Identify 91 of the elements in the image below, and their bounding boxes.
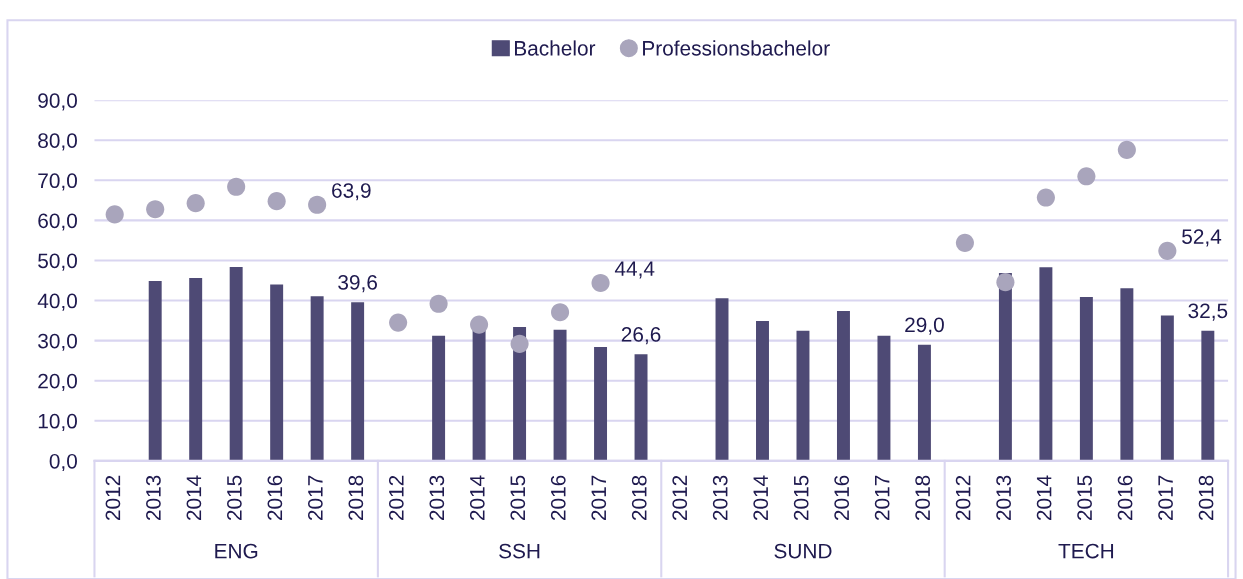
x-tick-label: 2013: [146, 475, 161, 521]
bar: [796, 330, 810, 461]
bar: [148, 280, 162, 461]
x-tick-label: 2014: [186, 475, 202, 521]
point: [389, 313, 408, 332]
x-tick-label: 2012: [672, 475, 688, 521]
text: TECH: [1058, 543, 1114, 559]
x-tick-label: 2018: [348, 475, 364, 521]
y-tick-label: 10,0: [38, 413, 77, 432]
x-tick-label: 2012: [955, 475, 971, 521]
x-tick-label: 2018: [1198, 475, 1214, 521]
bar: [1160, 315, 1174, 461]
bar: [310, 296, 324, 461]
point: [308, 195, 327, 214]
bar: [594, 347, 608, 461]
legend-label: Bachelor: [515, 40, 596, 56]
bar: [877, 335, 891, 461]
x-tick-label: 2016: [834, 475, 850, 521]
point: [591, 273, 610, 292]
y-tick-label: 50,0: [38, 253, 77, 271]
y-tick-label: 30,0: [38, 333, 77, 351]
bar: [715, 298, 729, 461]
point: [267, 192, 286, 211]
point: [470, 315, 489, 334]
y-tick-label: 80,0: [38, 133, 77, 151]
x-tick-label: 2015: [510, 475, 526, 521]
x-tick-label: 2014: [753, 475, 769, 521]
x-tick-label: 2018: [915, 475, 931, 521]
x-tick-label: 2016: [550, 475, 566, 521]
y-tick-label: 90,0: [38, 93, 77, 111]
data-label: 32,5: [1188, 303, 1228, 321]
point: [1036, 188, 1055, 207]
bar: [1039, 267, 1053, 461]
data-label: 52,4: [1182, 229, 1222, 247]
point: [510, 334, 529, 353]
x-tick-label: 2016: [267, 475, 283, 521]
y-tick-label: 40,0: [37, 293, 77, 311]
x-tick-label: 2014: [469, 475, 485, 521]
data-label: 29,0: [905, 317, 944, 335]
point: [227, 177, 246, 196]
bar: [756, 321, 769, 461]
data-label: 44,4: [614, 261, 655, 279]
x-tick-label: 2013: [996, 475, 1011, 521]
y-tick-label: 0,0: [49, 453, 77, 472]
point: [429, 294, 448, 313]
x-tick-label: 2017: [874, 475, 890, 521]
x-tick-label: 2014: [1036, 475, 1052, 521]
bar: [351, 302, 365, 461]
point: [1158, 241, 1177, 260]
x-tick-label: 2012: [388, 475, 404, 521]
point: [1117, 140, 1136, 159]
point: [955, 233, 974, 252]
bar: [432, 335, 446, 461]
data-label: 26,6: [621, 327, 661, 345]
bar: [1201, 330, 1215, 461]
bar: [270, 284, 284, 461]
bar: [553, 329, 567, 461]
bar: [998, 272, 1012, 461]
x-tick-label: 2016: [1117, 475, 1133, 521]
bar: [229, 266, 243, 461]
bar: [1079, 296, 1093, 461]
bar: [634, 354, 648, 461]
x-tick-label: 2018: [631, 475, 647, 521]
text: ENG: [215, 543, 258, 559]
point: [146, 200, 165, 219]
x-tick-label: 2015: [227, 475, 242, 521]
y-tick-label: 60,0: [38, 213, 77, 231]
bar: [189, 278, 203, 461]
point: [105, 205, 124, 224]
y-tick-label: 20,0: [38, 373, 77, 391]
data-label: 63,9: [332, 183, 371, 201]
x-tick-label: 2017: [307, 475, 323, 521]
text: SUND: [774, 543, 832, 559]
point: [996, 273, 1015, 292]
bar: [917, 344, 931, 461]
x-tick-label: 2015: [1077, 475, 1092, 521]
text: SSH: [499, 543, 540, 559]
data-label: 39,6: [338, 274, 377, 293]
y-tick-label: 70,0: [38, 173, 77, 191]
point: [1077, 167, 1096, 186]
x-tick-label: 2017: [1158, 475, 1173, 521]
legend-label: Professionsbachelor: [643, 40, 830, 56]
point: [551, 303, 570, 322]
x-tick-label: 2017: [591, 475, 607, 521]
x-tick-label: 2012: [105, 475, 121, 521]
point: [186, 194, 205, 213]
bar: [1120, 288, 1134, 461]
x-tick-label: 2013: [429, 475, 445, 521]
x-tick-label: 2015: [793, 475, 809, 521]
x-tick-label: 2013: [712, 475, 728, 521]
bar: [836, 310, 850, 461]
